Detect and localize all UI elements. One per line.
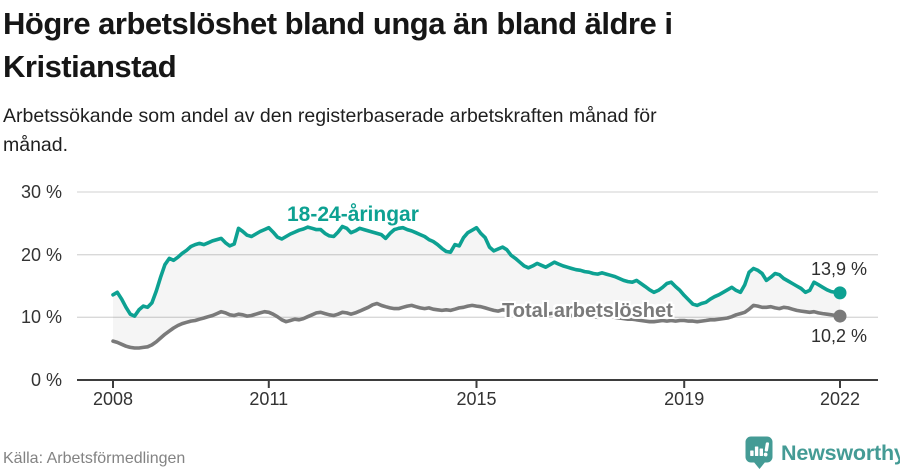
chart-subtitle-line-1: Arbetssökande som andel av den registerb…	[3, 105, 657, 127]
series-label-young: 18-24-åringar	[287, 203, 419, 226]
x-axis-tick-label: 2022	[819, 389, 861, 409]
newsworthy-wordmark: Newsworthy	[781, 441, 900, 465]
x-axis-tick-label: 2015	[456, 389, 497, 409]
x-axis-tick-label: 2019	[664, 389, 705, 409]
page-title: Högre arbetslöshet bland unga än bland ä…	[3, 2, 673, 88]
y-axis-tick-label: 20 %	[20, 244, 62, 265]
newsworthy-logo: Newsworthy	[745, 436, 900, 470]
source-attribution: Källa: Arbetsförmedlingen	[3, 450, 186, 467]
x-axis-tick-label: 2008	[92, 389, 134, 409]
page-title-line-1: Högre arbetslöshet bland unga än bland ä…	[3, 6, 673, 41]
chart-subtitle-line-2: månad.	[3, 133, 69, 156]
page-title-line-2: Kristianstad	[3, 49, 177, 84]
newsworthy-bar-chart-bubble-icon	[745, 436, 773, 469]
end-point-dot-total	[833, 309, 847, 323]
y-axis-tick-label: 30 %	[20, 182, 62, 202]
x-axis-tick-label: 2011	[249, 389, 289, 409]
series-line-total	[111, 301, 842, 350]
y-axis-tick-label: 10 %	[20, 307, 62, 328]
series-line-young	[111, 224, 842, 318]
series-label-total: Total arbetslöshet	[502, 300, 673, 322]
end-value-label-total: 10,2 %	[811, 326, 868, 346]
end-value-label-young: 13,9 %	[811, 259, 868, 279]
y-axis-tick-label: 0 %	[30, 370, 62, 390]
chart-subtitle: Arbetssökande som andel av den registerb…	[3, 102, 657, 159]
end-point-dot-young	[833, 286, 847, 300]
